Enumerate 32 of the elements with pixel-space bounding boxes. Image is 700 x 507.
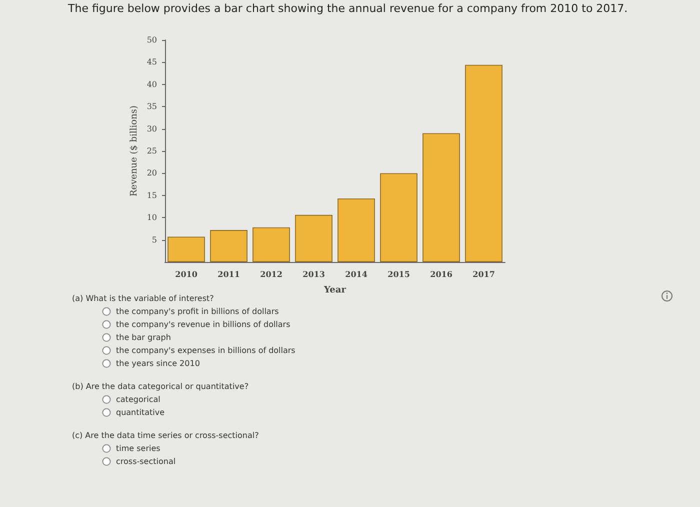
bar [252, 227, 290, 262]
bar [338, 198, 375, 262]
y-tick-label: 5 [152, 235, 157, 244]
y-tick-label: 25 [146, 146, 157, 156]
y-tick-label: 15 [146, 190, 157, 200]
x-tick-label: 2011 [218, 269, 240, 279]
text: (a) What is the variable of interest? the company's profit in billions of dollars the company's revenue in billions of dollars the bar graph the company's expenses in billions of dollars the years since 2010 [72, 294, 296, 368]
x-tick-label: 2012 [260, 269, 282, 279]
chart-title: The figure below provides a bar chart showing the annual revenue for a company from 2010 to 2017. [68, 2, 628, 15]
text: (c) Are the data time series or cross-sectional? time series cross-sectional [72, 431, 260, 466]
x-tick-label: 2010 [175, 269, 198, 279]
y-tick-label: 50 [146, 36, 157, 44]
bar [465, 64, 502, 262]
x-axis-title: Year [323, 286, 346, 296]
y-tick-label: 30 [146, 124, 157, 134]
y-axis-title: Revenue ($ billions) [130, 105, 140, 197]
y-tick-label: 10 [146, 213, 157, 222]
x-tick-label: 2016 [430, 269, 453, 279]
y-tick-label: 20 [146, 168, 157, 178]
x-tick-label: 2013 [302, 269, 326, 279]
bar [295, 214, 332, 262]
x-tick-label: 2017 [472, 269, 495, 279]
text: (b) Are the data categorical or quantitative? categorical quantitative [72, 382, 250, 417]
y-tick-label: 35 [146, 102, 157, 112]
y-tick-label: 40 [146, 80, 157, 89]
bar [210, 230, 248, 262]
y-tick-label: 45 [146, 58, 157, 67]
bar [422, 133, 460, 262]
bar [380, 173, 418, 262]
x-tick-label: 2014 [345, 269, 368, 279]
x-tick-label: 2015 [388, 269, 410, 279]
bar [168, 236, 205, 262]
